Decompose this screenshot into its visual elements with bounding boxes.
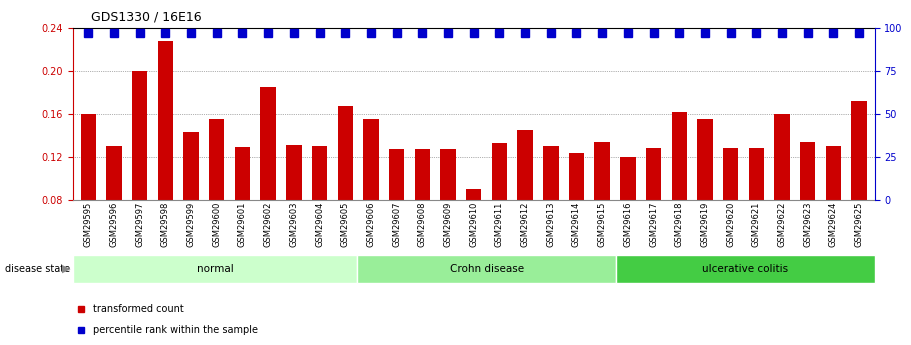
Bar: [312, 146, 327, 286]
Text: disease state: disease state: [5, 264, 69, 274]
Bar: [363, 119, 379, 286]
Bar: [80, 114, 96, 286]
Bar: [852, 101, 867, 286]
FancyBboxPatch shape: [357, 255, 616, 283]
Bar: [183, 132, 199, 286]
Bar: [132, 71, 148, 286]
Bar: [749, 148, 764, 286]
Bar: [492, 143, 507, 286]
Text: transformed count: transformed count: [93, 304, 184, 314]
Bar: [466, 189, 481, 286]
Bar: [568, 152, 584, 286]
Text: ▶: ▶: [62, 264, 70, 274]
Text: ulcerative colitis: ulcerative colitis: [702, 264, 788, 274]
Bar: [825, 146, 841, 286]
Bar: [697, 119, 712, 286]
Bar: [774, 114, 790, 286]
Bar: [440, 149, 456, 286]
Bar: [389, 149, 404, 286]
Bar: [261, 87, 276, 286]
FancyBboxPatch shape: [73, 255, 357, 283]
Bar: [671, 112, 687, 286]
Bar: [800, 142, 815, 286]
Bar: [158, 41, 173, 286]
Bar: [723, 148, 739, 286]
Bar: [646, 148, 661, 286]
Bar: [595, 142, 609, 286]
Bar: [620, 157, 636, 286]
Bar: [415, 149, 430, 286]
Bar: [235, 147, 251, 286]
Bar: [209, 119, 224, 286]
Bar: [107, 146, 122, 286]
Text: Crohn disease: Crohn disease: [450, 264, 524, 274]
Bar: [517, 130, 533, 286]
Text: normal: normal: [197, 264, 233, 274]
FancyBboxPatch shape: [616, 255, 875, 283]
Bar: [543, 146, 558, 286]
Bar: [286, 145, 302, 286]
Text: GDS1330 / 16E16: GDS1330 / 16E16: [91, 10, 201, 23]
Bar: [338, 106, 353, 286]
Text: percentile rank within the sample: percentile rank within the sample: [93, 325, 258, 335]
